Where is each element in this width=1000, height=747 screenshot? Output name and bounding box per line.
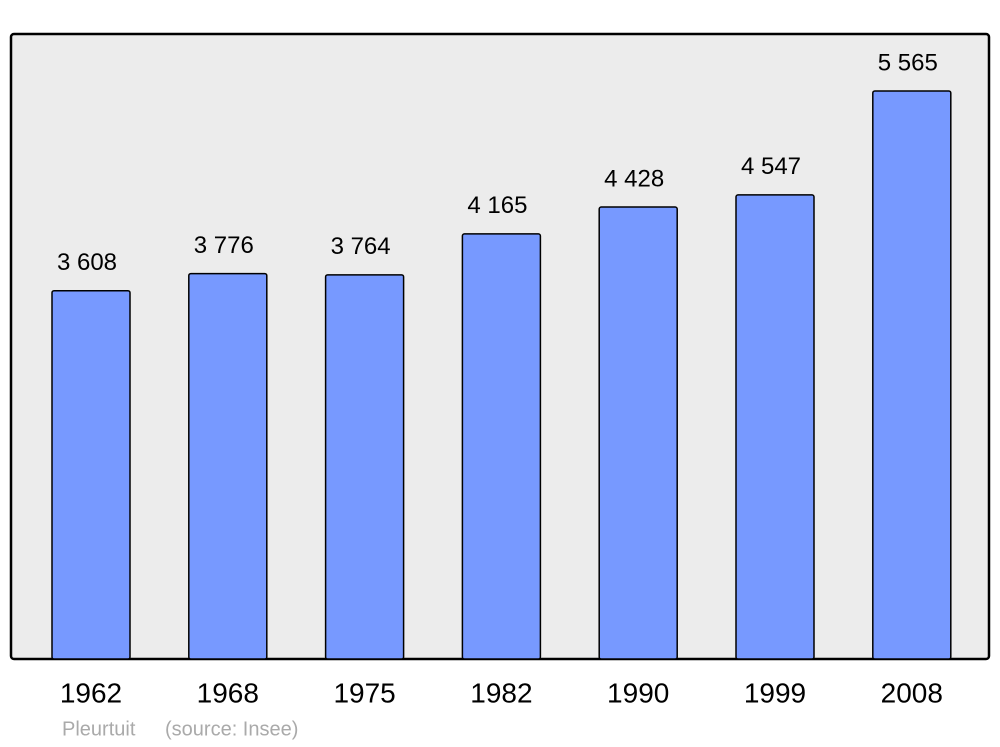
x-tick-label: 2008 — [881, 677, 943, 708]
source-label: (source: Insee) — [165, 718, 298, 740]
x-tick-label: 1999 — [744, 677, 806, 708]
bar — [735, 194, 815, 660]
bar — [324, 274, 405, 660]
value-label: 5 565 — [878, 49, 938, 76]
value-label: 3 764 — [331, 233, 391, 260]
bar — [598, 206, 678, 660]
value-label: 3 608 — [57, 249, 117, 276]
value-label: 4 547 — [741, 153, 801, 180]
x-tick-label: 1968 — [197, 677, 259, 708]
value-label: 4 165 — [467, 192, 527, 219]
value-label: 4 428 — [604, 165, 664, 192]
bar — [188, 272, 268, 660]
x-tick-label: 1990 — [607, 677, 669, 708]
x-tick-label: 1975 — [333, 677, 395, 708]
value-label: 3 776 — [194, 232, 254, 259]
bar — [461, 233, 542, 660]
bar — [872, 90, 952, 660]
place-label: Pleurtuit — [62, 718, 136, 740]
x-tick-label: 1962 — [60, 677, 122, 708]
x-tick-label: 1982 — [470, 677, 532, 708]
bar — [51, 289, 131, 660]
